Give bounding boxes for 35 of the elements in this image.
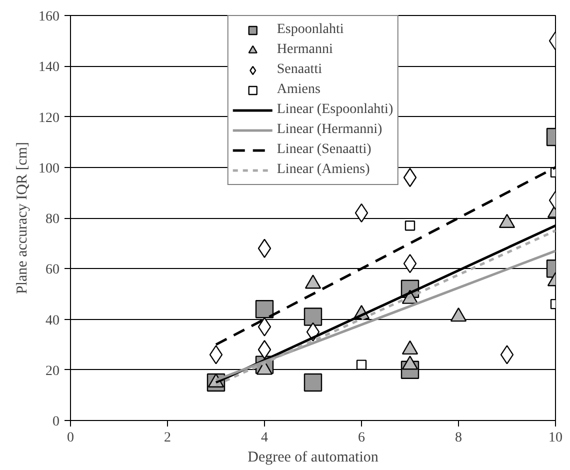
y-tick-label: 0 <box>52 414 60 430</box>
x-tick-label: 0 <box>67 430 74 446</box>
legend-label: Senaatti <box>276 62 322 78</box>
legend-label: Hermanni <box>276 42 333 58</box>
y-tick-label: 60 <box>46 262 60 278</box>
x-tick-label: 6 <box>358 430 365 446</box>
x-tick-label: 8 <box>455 430 462 446</box>
point <box>209 345 223 364</box>
point <box>354 203 368 223</box>
x-tick-label: 2 <box>164 430 171 446</box>
legend-label: Linear (Hermanni) <box>276 122 382 138</box>
y-tick-label: 40 <box>46 313 60 328</box>
x-tick-label: 10 <box>548 430 562 446</box>
x-axis-title: Degree of automation <box>248 450 379 466</box>
y-tick-label: 140 <box>38 60 60 76</box>
y-axis-title: Plane accuracy IQR [cm] <box>14 142 30 294</box>
y-tick-label: 100 <box>38 161 60 176</box>
point <box>255 300 274 318</box>
y-tick-label: 80 <box>46 212 60 227</box>
point <box>258 238 272 258</box>
legend-label: Espoonlahti <box>276 22 344 38</box>
y-tick-label: 160 <box>38 10 60 24</box>
point <box>258 340 272 360</box>
y-tick-label: 120 <box>38 110 60 126</box>
legend-label: Amiens <box>276 82 320 98</box>
point <box>304 373 322 392</box>
legend-label: Linear (Amiens) <box>276 162 370 178</box>
y-tick-label: 20 <box>46 364 60 379</box>
point <box>304 308 322 326</box>
legend-label: Linear (Senaatti) <box>276 142 372 158</box>
point <box>403 254 417 274</box>
point <box>258 317 272 336</box>
legend-label: Linear (Espoonlahti) <box>276 102 394 118</box>
point <box>403 168 417 188</box>
x-tick-label: 4 <box>261 430 268 446</box>
